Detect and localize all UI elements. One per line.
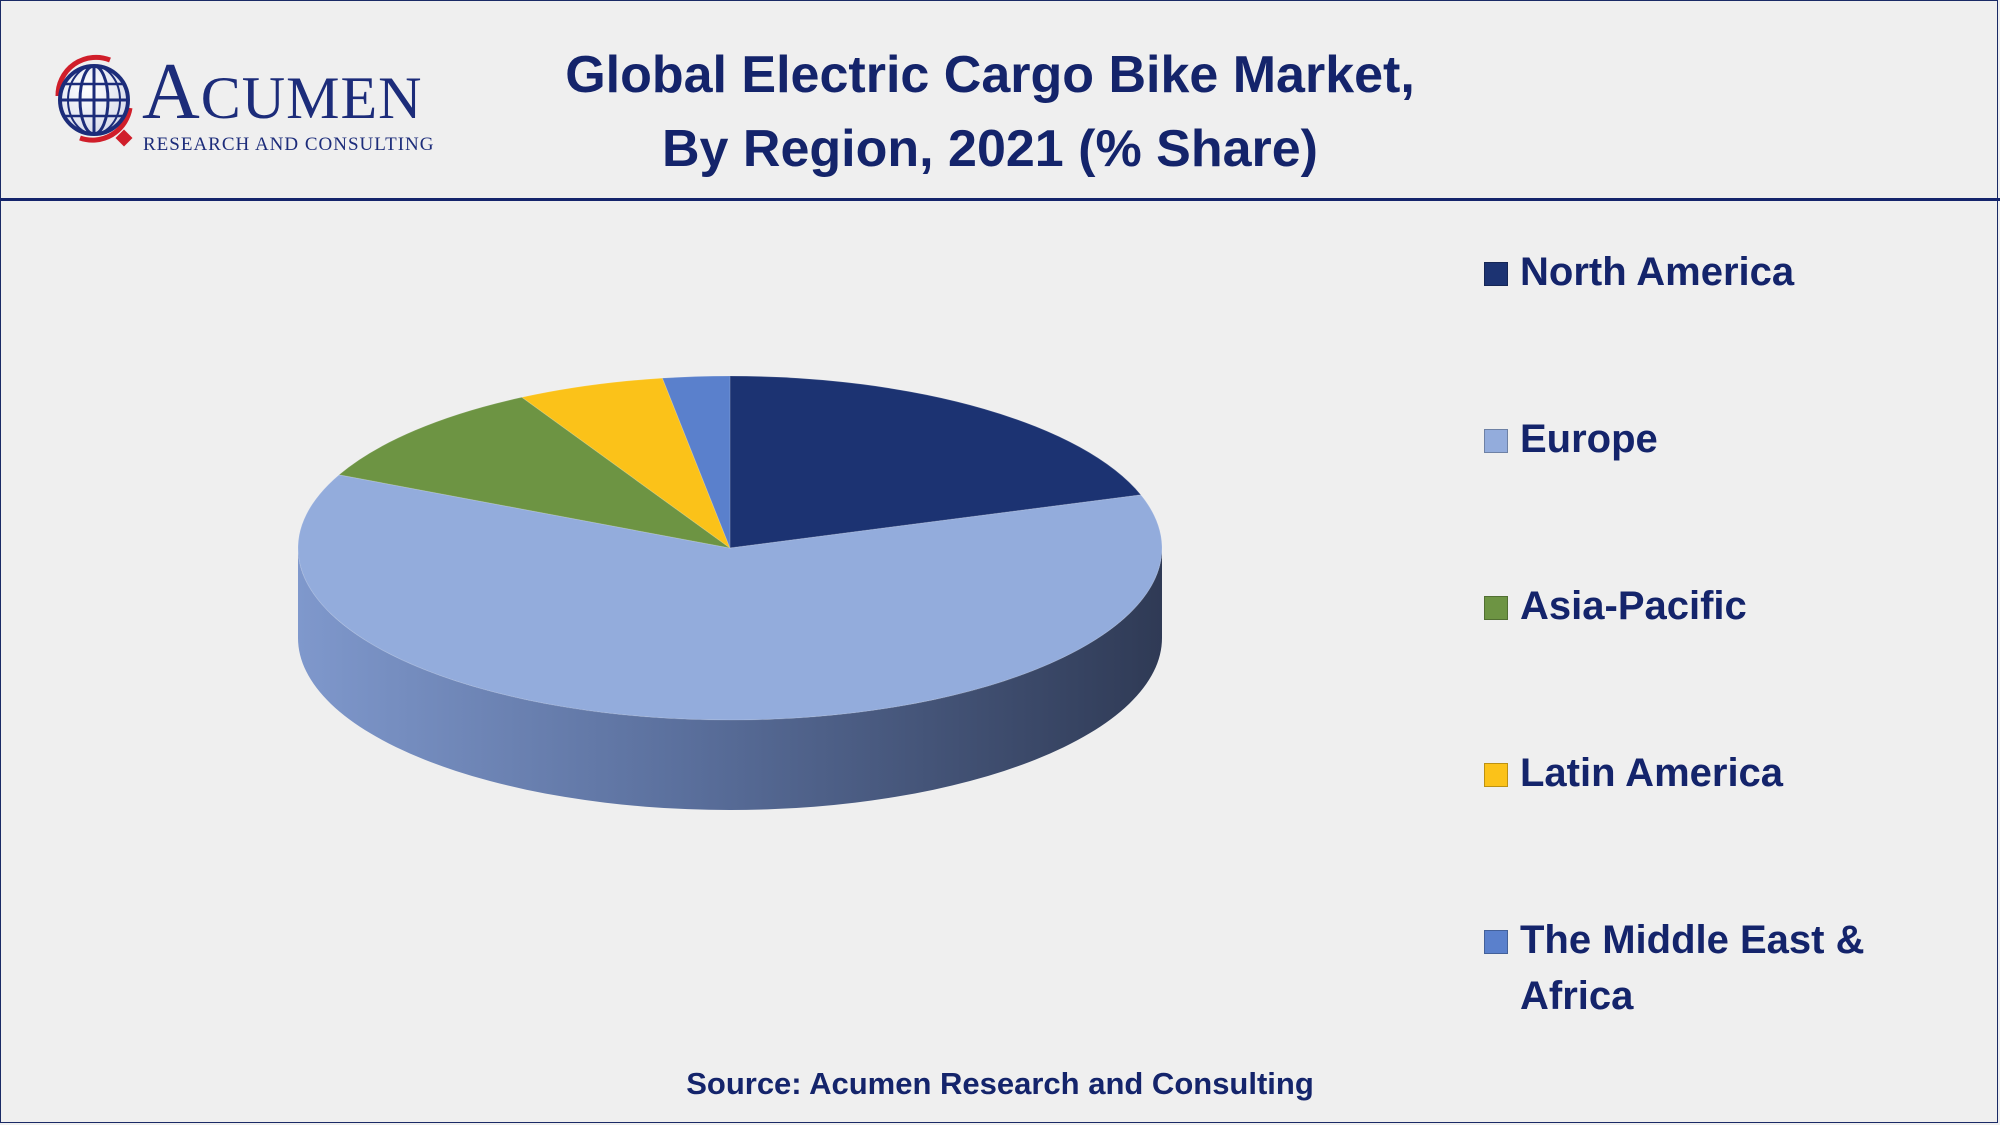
- legend-label: The Middle East & Africa: [1520, 918, 1865, 1018]
- legend-item: Asia-Pacific: [1484, 578, 1900, 634]
- pie-slice-the-middle-east-africa: [661, 375, 731, 549]
- source-note: Source: Acumen Research and Consulting: [686, 1066, 1314, 1101]
- pie-sides: [298, 548, 1162, 810]
- legend-swatch: [1484, 763, 1508, 787]
- header-divider: [0, 198, 2000, 201]
- chart-title-line-2: By Region, 2021 (% Share): [662, 120, 1318, 178]
- legend-item: Latin America: [1484, 745, 1900, 801]
- acumen-logo: ACUMEN RESEARCH AND CONSULTING: [50, 48, 450, 158]
- pie-side-europe: [298, 548, 1162, 810]
- chart-title: Global Electric Cargo Bike Market, By Re…: [500, 38, 1480, 186]
- legend-swatch: [1484, 429, 1508, 453]
- legend-label: Latin America: [1520, 751, 1784, 795]
- pie-top: [297, 375, 1163, 721]
- globe-icon: [55, 54, 133, 147]
- logo-rest: CUMEN: [200, 65, 423, 131]
- logo-initial: A: [142, 48, 201, 136]
- legend-swatch: [1484, 262, 1508, 286]
- legend-label: Asia-Pacific: [1520, 584, 1747, 628]
- legend-item: Europe: [1484, 411, 1900, 467]
- pie-slice-north-america: [729, 375, 1142, 549]
- legend-swatch: [1484, 930, 1508, 954]
- logo-subtitle: RESEARCH AND CONSULTING: [143, 134, 435, 155]
- legend-item: North America: [1484, 244, 1900, 300]
- pie-slice-asia-pacific: [337, 396, 731, 549]
- legend-label: North America: [1520, 250, 1795, 294]
- logo-wordmark: ACUMEN: [142, 52, 422, 132]
- pie-slice-europe: [297, 474, 1163, 721]
- legend-item: The Middle East & Africa: [1484, 912, 1900, 1024]
- legend-label: Europe: [1520, 417, 1658, 461]
- chart-title-line-1: Global Electric Cargo Bike Market,: [565, 46, 1415, 104]
- legend-swatch: [1484, 596, 1508, 620]
- pie-slice-latin-america: [520, 377, 732, 550]
